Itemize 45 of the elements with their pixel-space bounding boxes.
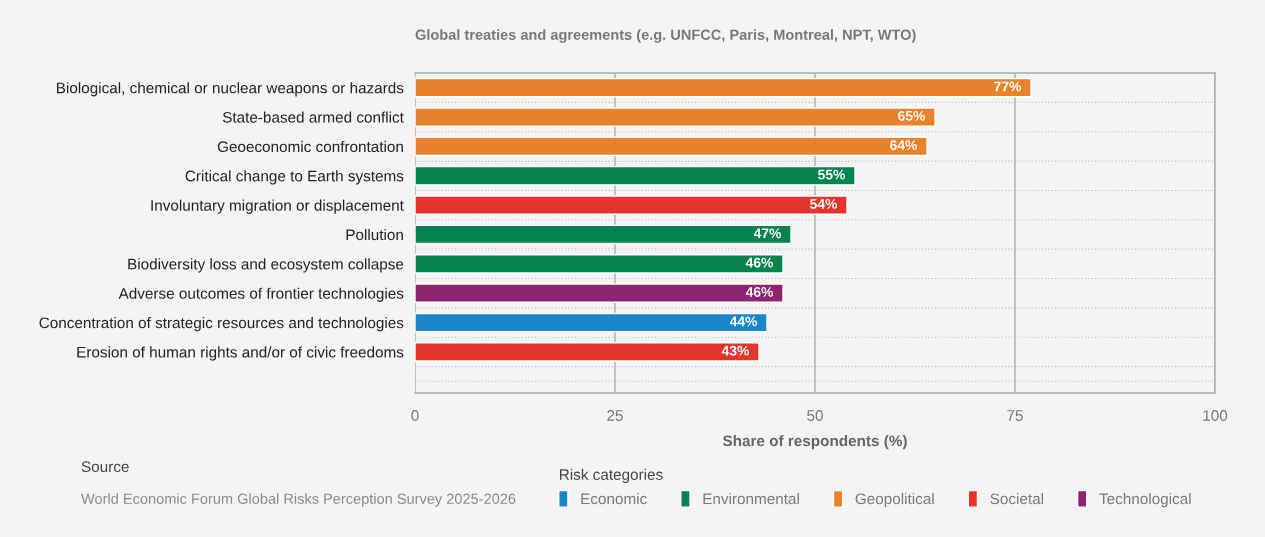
text: 43% bbox=[721, 345, 750, 356]
bar bbox=[415, 77, 1032, 98]
bar bbox=[415, 254, 784, 274]
text: 46% bbox=[745, 287, 774, 297]
y-tick-label: Geoeconomic confrontation bbox=[217, 140, 403, 153]
y-tick-label: Pollution bbox=[346, 228, 403, 241]
x-tick-label: 100 bbox=[1203, 410, 1228, 421]
bar bbox=[415, 312, 768, 333]
legend-label: Environmental bbox=[703, 493, 799, 505]
y-tick-label: Biological, chemical or nuclear weapons or hazards bbox=[56, 82, 404, 97]
y-tick-label: Adverse outcomes of frontier technologies bbox=[118, 287, 404, 302]
text: 54% bbox=[810, 199, 838, 209]
bar bbox=[415, 283, 784, 303]
text: 64% bbox=[890, 140, 918, 151]
x-tick-label: 0 bbox=[411, 410, 419, 421]
text: 77% bbox=[994, 81, 1022, 92]
text: 47% bbox=[753, 228, 782, 239]
y-tick-label: Critical change to Earth systems bbox=[185, 170, 404, 185]
bar bbox=[415, 165, 856, 186]
bar bbox=[415, 224, 792, 245]
y-tick-label: State-based armed conflict bbox=[222, 111, 404, 123]
legend-label: Geopolitical bbox=[855, 493, 934, 508]
text: World Economic Forum Global Risks Perception Survey 2025-2026 bbox=[81, 493, 516, 507]
legend-label: Societal bbox=[990, 493, 1044, 505]
y-tick-label: Involuntary migration or displacement bbox=[151, 199, 404, 214]
bar bbox=[415, 136, 928, 157]
legend-title: Risk categories bbox=[560, 468, 663, 483]
y-tick-label: Biodiversity loss and ecosystem collapse bbox=[128, 258, 404, 273]
text: 44% bbox=[729, 316, 758, 327]
y-tick-label: Concentration of strategic resources and technologies bbox=[39, 317, 404, 332]
bar bbox=[415, 342, 760, 362]
text: 46% bbox=[745, 257, 774, 268]
legend-label: Economic bbox=[581, 493, 647, 505]
bar bbox=[415, 107, 936, 127]
legend-label: Technological bbox=[1099, 493, 1191, 508]
x-tick-label: 25 bbox=[607, 410, 623, 421]
bar bbox=[415, 195, 848, 215]
x-tick-label: 50 bbox=[807, 410, 823, 421]
text: Source bbox=[81, 461, 129, 473]
chart-title: Global treaties and agreements (e.g. UNFCC, Paris, Montreal, NPT, WTO) bbox=[415, 29, 916, 43]
x-axis-title: Share of respondents (%) bbox=[722, 435, 907, 450]
text: 65% bbox=[898, 110, 926, 121]
y-tick-label: Erosion of human rights and/or of civic freedoms bbox=[77, 346, 404, 361]
text: 55% bbox=[818, 169, 846, 180]
x-tick-label: 75 bbox=[1007, 410, 1023, 421]
